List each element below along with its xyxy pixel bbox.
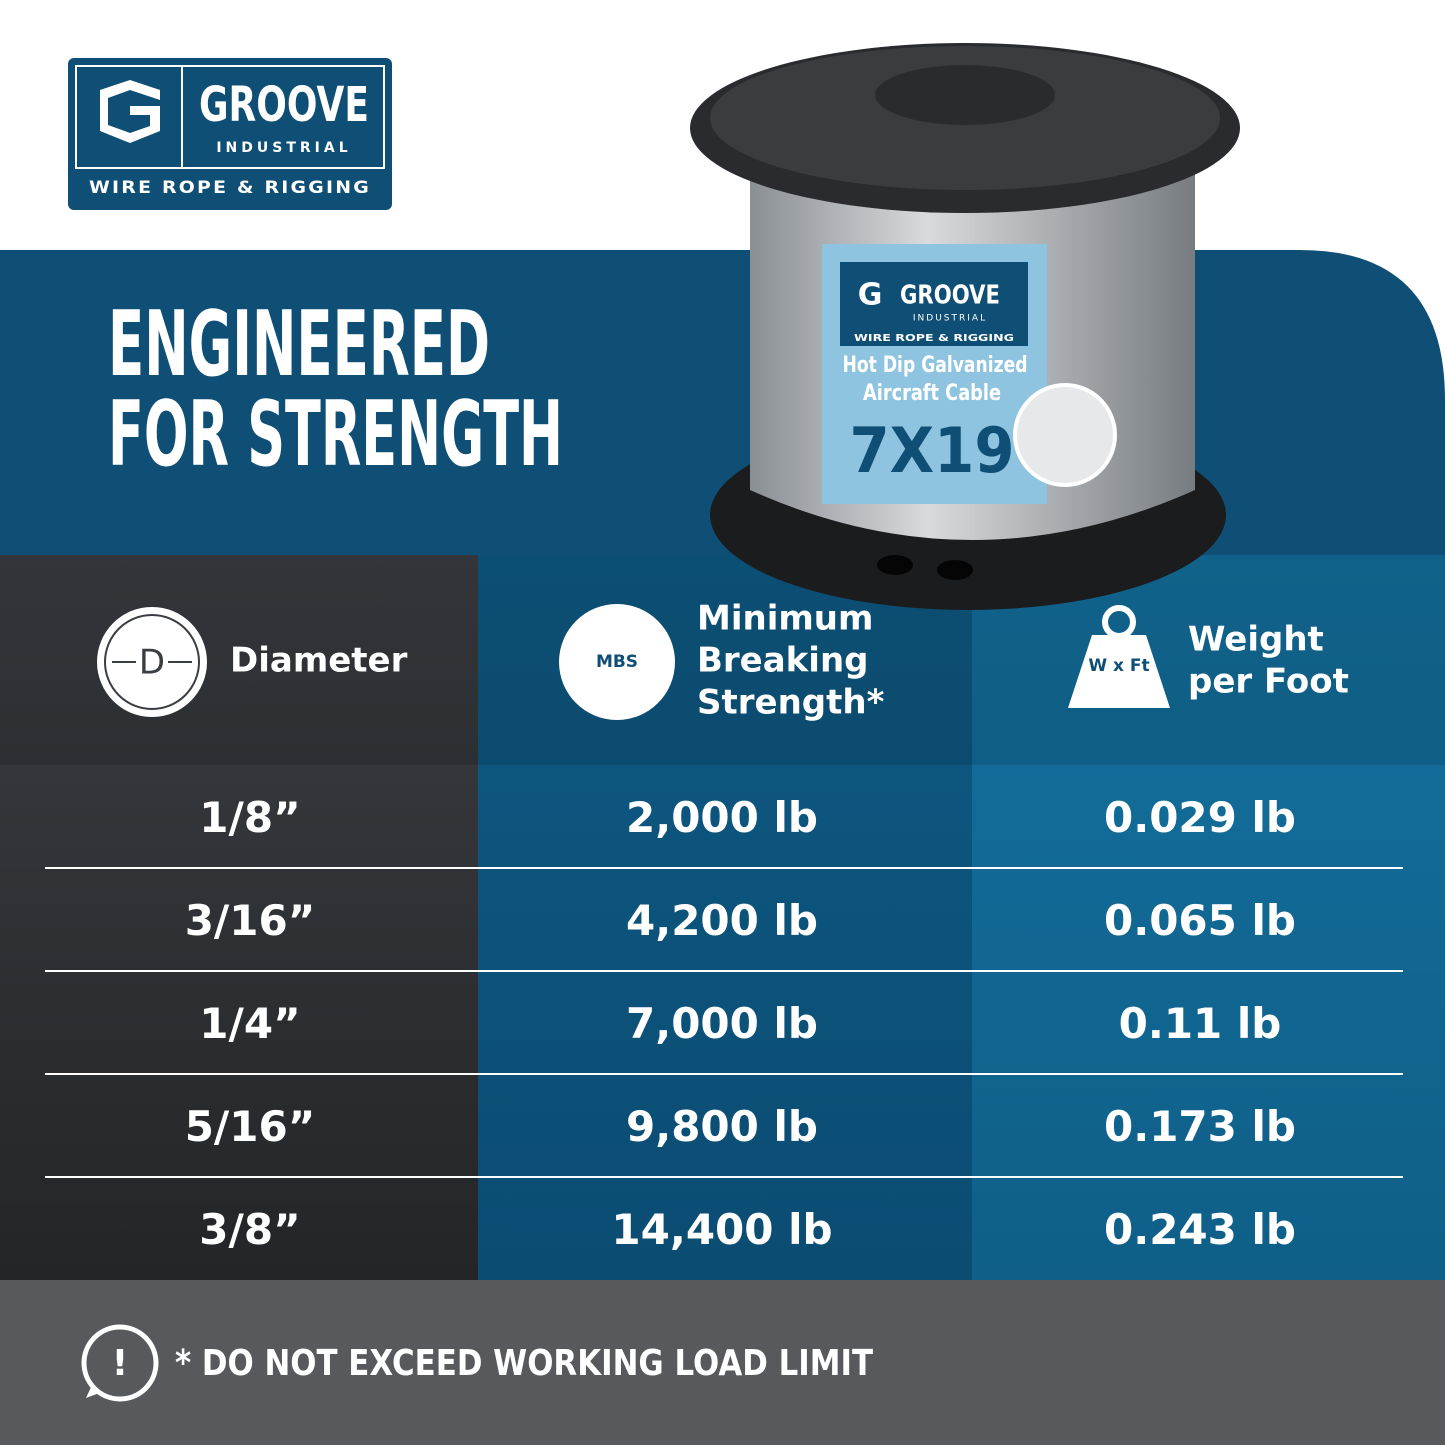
table-cell: 0.243 lb — [1104, 1205, 1296, 1254]
logo-inner — [75, 65, 385, 169]
spec-table: D MBS W x Ft Diameter MinimumBreakingStrengt… — [45, 599, 1403, 1254]
logo-tagline: WIRE ROPE & RIGGING — [89, 178, 371, 198]
column-header: Weight — [1188, 620, 1324, 660]
table-cell: 0.065 lb — [1104, 896, 1296, 945]
table-cell: 1/8” — [199, 793, 300, 842]
column-header: Minimum — [697, 599, 873, 639]
logo-mark — [100, 80, 160, 143]
header-icon-text: MBS — [596, 652, 638, 672]
warning-icon-tail — [86, 1385, 102, 1398]
column-weight — [972, 555, 1445, 1280]
footer-background — [0, 1280, 1445, 1445]
table-cell: 2,000 lb — [626, 793, 818, 842]
table-cell: 5/16” — [185, 1102, 316, 1151]
table-cell: 7,000 lb — [626, 999, 818, 1048]
weight-icon — [1068, 635, 1170, 708]
headline: ENGINEERED — [108, 292, 490, 397]
spool-construction: 7X19 — [850, 414, 1015, 487]
table-cell: 0.029 lb — [1104, 793, 1296, 842]
spool-line: Aircraft Cable — [863, 381, 1001, 406]
spool-hub — [875, 65, 1055, 125]
column-mbs — [478, 555, 972, 1280]
table-cell: 0.11 lb — [1119, 999, 1282, 1048]
table-cell: 0.173 lb — [1104, 1102, 1296, 1151]
spool-sub: INDUSTRIAL — [913, 314, 987, 324]
spool-brand: GROOVE — [900, 281, 1000, 311]
spool-logo-mark: G — [858, 278, 883, 313]
diameter-icon-gap — [136, 645, 168, 679]
warning-icon — [81, 1324, 159, 1402]
table-cell: 3/16” — [185, 896, 316, 945]
column-header: Strength* — [697, 683, 885, 723]
strand-diagram — [1013, 383, 1117, 487]
table-cell: 9,800 lb — [626, 1102, 818, 1151]
column-header: Breaking — [697, 641, 869, 681]
footer-note: * DO NOT EXCEED WORKING LOAD LIMIT — [175, 1343, 873, 1384]
table-cell: 3/8” — [199, 1205, 300, 1254]
column-diameter — [0, 555, 478, 1280]
cable-spool: G GROOVE INDUSTRIAL WIRE ROPE & RIGGING … — [690, 43, 1240, 610]
logo-sub: INDUSTRIAL — [216, 140, 351, 156]
logo-brand: GROOVE — [199, 77, 369, 133]
header-icon-text: W x Ft — [1088, 656, 1149, 676]
header-icon-text: D — [139, 643, 165, 683]
flange-hole — [877, 555, 913, 575]
headline: FOR STRENGTH — [108, 382, 563, 487]
flange-hole — [937, 560, 973, 580]
table-cell: 14,400 lb — [611, 1205, 832, 1254]
diameter-icon-ring — [104, 614, 200, 710]
column-header: per Foot — [1188, 662, 1349, 702]
spool-line: Hot Dip Galvanized — [843, 353, 1028, 378]
warning-icon-mark: ! — [112, 1343, 128, 1384]
spool-label-logo — [840, 262, 1028, 346]
spool-tagline: WIRE ROPE & RIGGING — [854, 333, 1014, 344]
weight-icon-handle — [1102, 605, 1136, 639]
table-cell: 1/4” — [199, 999, 300, 1048]
table-cell: 4,200 lb — [626, 896, 818, 945]
mbs-icon — [559, 604, 675, 720]
logo: GROOVE INDUSTRIAL WIRE ROPE & RIGGING — [68, 58, 392, 210]
column-header: Diameter — [230, 641, 408, 681]
header-row-shade — [0, 555, 1445, 765]
